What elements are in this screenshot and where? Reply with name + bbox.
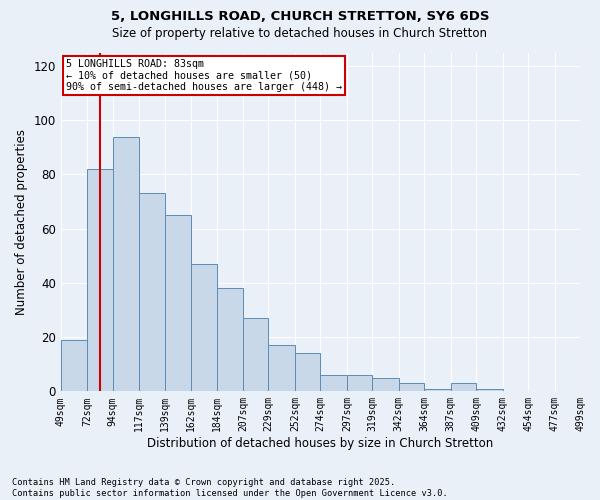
Bar [295,354,320,392]
Bar [476,388,503,392]
Bar [217,288,243,392]
Bar [61,340,88,392]
Bar [139,194,164,392]
Bar [320,375,347,392]
Bar [580,386,600,392]
Text: Contains HM Land Registry data © Crown copyright and database right 2025.
Contai: Contains HM Land Registry data © Crown c… [12,478,448,498]
Bar [268,346,295,392]
Bar [347,375,373,392]
Text: Size of property relative to detached houses in Church Stretton: Size of property relative to detached ho… [113,28,487,40]
Bar [399,383,424,392]
Text: 5 LONGHILLS ROAD: 83sqm
← 10% of detached houses are smaller (50)
90% of semi-de: 5 LONGHILLS ROAD: 83sqm ← 10% of detache… [66,60,342,92]
Bar [113,136,139,392]
Bar [243,318,268,392]
Bar [191,264,217,392]
Bar [88,169,113,392]
X-axis label: Distribution of detached houses by size in Church Stretton: Distribution of detached houses by size … [147,437,494,450]
Bar [451,383,476,392]
Bar [164,215,191,392]
Bar [424,388,451,392]
Y-axis label: Number of detached properties: Number of detached properties [15,129,28,315]
Text: 5, LONGHILLS ROAD, CHURCH STRETTON, SY6 6DS: 5, LONGHILLS ROAD, CHURCH STRETTON, SY6 … [111,10,489,23]
Bar [373,378,399,392]
